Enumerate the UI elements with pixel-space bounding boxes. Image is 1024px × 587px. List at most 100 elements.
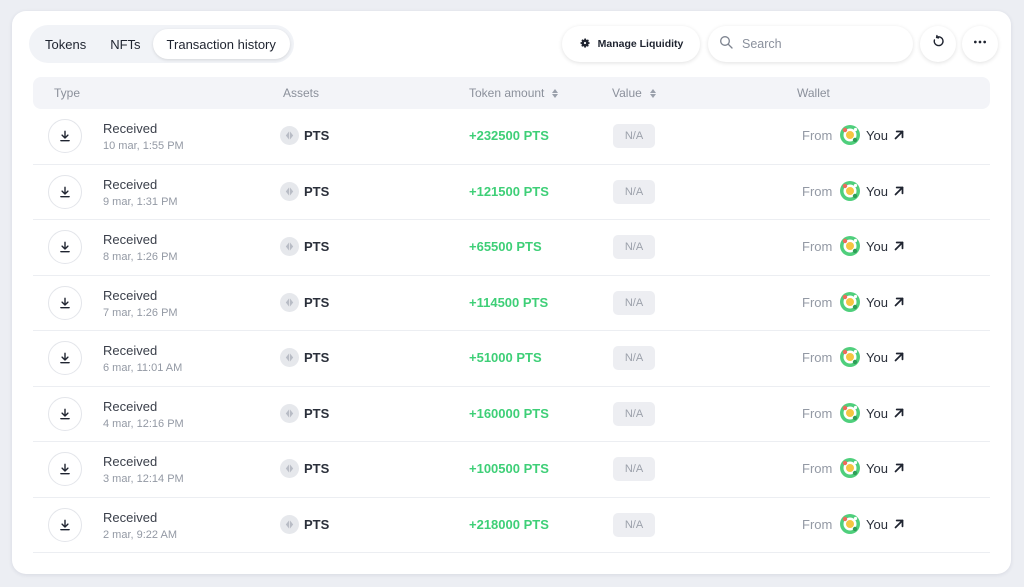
asset-symbol: PTS	[304, 350, 330, 365]
table-row[interactable]: Received 10 mar, 1:55 PM PTS +232500 PTS N/A…	[33, 109, 990, 165]
asset-cell: PTS	[280, 459, 329, 478]
token-icon	[280, 514, 299, 534]
token-icon	[280, 403, 299, 423]
from-label: From	[802, 294, 833, 310]
tab-nfts[interactable]: NFTs	[110, 36, 141, 52]
arrow-up-right-icon[interactable]	[892, 406, 906, 420]
header-value[interactable]: Value	[612, 77, 656, 109]
asset-cell: PTS	[280, 403, 329, 423]
token-icon	[280, 459, 299, 478]
transaction-type: Received	[103, 176, 158, 192]
token-icon	[280, 181, 299, 201]
manage-liquidity-label: Manage Liquidity	[597, 38, 684, 50]
download-icon	[48, 174, 82, 209]
wallet-panel: Tokens NFTs Transaction history Manage L…	[12, 11, 1011, 574]
arrow-up-right-icon[interactable]	[892, 517, 906, 531]
arrow-up-right-icon[interactable]	[892, 184, 906, 198]
search-box[interactable]	[708, 26, 913, 62]
asset-cell: PTS	[280, 237, 329, 256]
from-label: From	[802, 461, 833, 476]
transaction-date: 4 mar, 12:16 PM	[103, 417, 184, 430]
table-row[interactable]: Received 4 mar, 12:16 PM PTS +160000 PTS N/A…	[33, 387, 990, 442]
wallet-name: You	[866, 128, 888, 143]
table-row[interactable]: Received 3 mar, 12:14 PM PTS +100500 PTS N/A…	[33, 442, 990, 498]
arrow-up-right-icon[interactable]	[892, 295, 906, 309]
transaction-date: 9 mar, 1:31 PM	[103, 195, 178, 208]
avatar-icon	[839, 513, 861, 535]
asset-symbol: PTS	[304, 239, 330, 254]
transaction-type: Received	[103, 454, 158, 469]
table-row[interactable]: Received 8 mar, 1:26 PM PTS +65500 PTS N/A Fr…	[33, 220, 990, 276]
tab-transaction-history[interactable]: Transaction history	[152, 29, 290, 59]
avatar-icon	[839, 124, 861, 146]
avatar-icon	[839, 235, 861, 257]
table-row[interactable]: Received 6 mar, 11:01 AM PTS +51000 PTS N/A F…	[33, 331, 990, 387]
avatar-icon	[839, 291, 861, 313]
gear-icon	[579, 37, 591, 52]
token-amount: +114500 PTS	[469, 294, 549, 310]
sort-icon	[649, 88, 656, 98]
token-icon	[280, 126, 299, 145]
avatar-icon	[839, 180, 861, 202]
token-icon	[280, 292, 299, 312]
asset-symbol: PTS	[304, 461, 330, 476]
header-type: Type	[54, 86, 81, 100]
value-badge: N/A	[613, 290, 655, 315]
manage-liquidity-button[interactable]: Manage Liquidity	[562, 26, 700, 62]
wallet-name: You	[866, 239, 888, 254]
asset-cell: PTS	[280, 348, 329, 367]
download-icon	[48, 119, 82, 153]
token-amount: +121500 PTS	[469, 183, 549, 199]
header-assets: Assets	[283, 86, 320, 100]
table-row[interactable]: Received 9 mar, 1:31 PM PTS +121500 PTS N/A F…	[33, 165, 990, 220]
token-amount: +232500 PTS	[469, 128, 549, 143]
avatar-icon	[839, 346, 861, 368]
arrow-up-right-icon[interactable]	[892, 239, 906, 253]
from-label: From	[802, 239, 833, 254]
download-icon	[48, 285, 82, 320]
header-wallet: Wallet	[797, 86, 830, 100]
arrow-up-right-icon[interactable]	[892, 350, 906, 364]
asset-symbol: PTS	[304, 294, 330, 310]
more-horizontal-icon	[972, 34, 988, 55]
transaction-type: Received	[103, 121, 158, 136]
search-input[interactable]	[742, 37, 902, 51]
wallet-name: You	[866, 294, 888, 310]
transaction-date: 2 mar, 9:22 AM	[103, 528, 177, 541]
from-label: From	[802, 350, 833, 365]
transaction-type: Received	[103, 343, 158, 358]
transaction-date: 6 mar, 11:01 AM	[103, 362, 183, 374]
value-badge: N/A	[613, 124, 655, 148]
transaction-date: 8 mar, 1:26 PM	[103, 251, 178, 263]
header-token-amount[interactable]: Token amount	[469, 77, 559, 109]
asset-cell: PTS	[280, 126, 329, 145]
token-amount: +65500 PTS	[469, 239, 542, 254]
download-icon	[48, 341, 82, 375]
from-label: From	[802, 405, 833, 421]
value-badge: N/A	[613, 179, 655, 204]
more-options-button[interactable]	[962, 26, 998, 62]
transaction-type: Received	[103, 232, 158, 247]
token-amount: +100500 PTS	[469, 461, 549, 476]
avatar-icon	[839, 402, 861, 424]
refresh-button[interactable]	[920, 26, 956, 62]
download-icon	[48, 507, 82, 542]
token-amount: +160000 PTS	[469, 405, 549, 421]
avatar-icon	[839, 457, 861, 479]
from-label: From	[802, 183, 833, 199]
download-icon	[48, 452, 82, 486]
transaction-date: 10 mar, 1:55 PM	[103, 140, 184, 152]
arrow-up-right-icon[interactable]	[892, 128, 906, 142]
arrow-up-right-icon[interactable]	[892, 461, 906, 475]
table-row[interactable]: Received 7 mar, 1:26 PM PTS +114500 PTS N/A F…	[33, 276, 990, 331]
wallet-name: You	[866, 516, 888, 532]
asset-symbol: PTS	[304, 183, 330, 199]
table-row[interactable]: Received 2 mar, 9:22 AM PTS +218000 PTS N/A F…	[33, 498, 990, 553]
table-header: Type Assets Token amount Value Wallet	[33, 77, 990, 109]
tab-tokens[interactable]: Tokens	[45, 36, 87, 52]
wallet-name: You	[866, 405, 888, 421]
asset-cell: PTS	[280, 181, 330, 201]
value-badge: N/A	[613, 512, 655, 537]
asset-symbol: PTS	[304, 516, 330, 532]
transaction-type: Received	[103, 398, 158, 414]
